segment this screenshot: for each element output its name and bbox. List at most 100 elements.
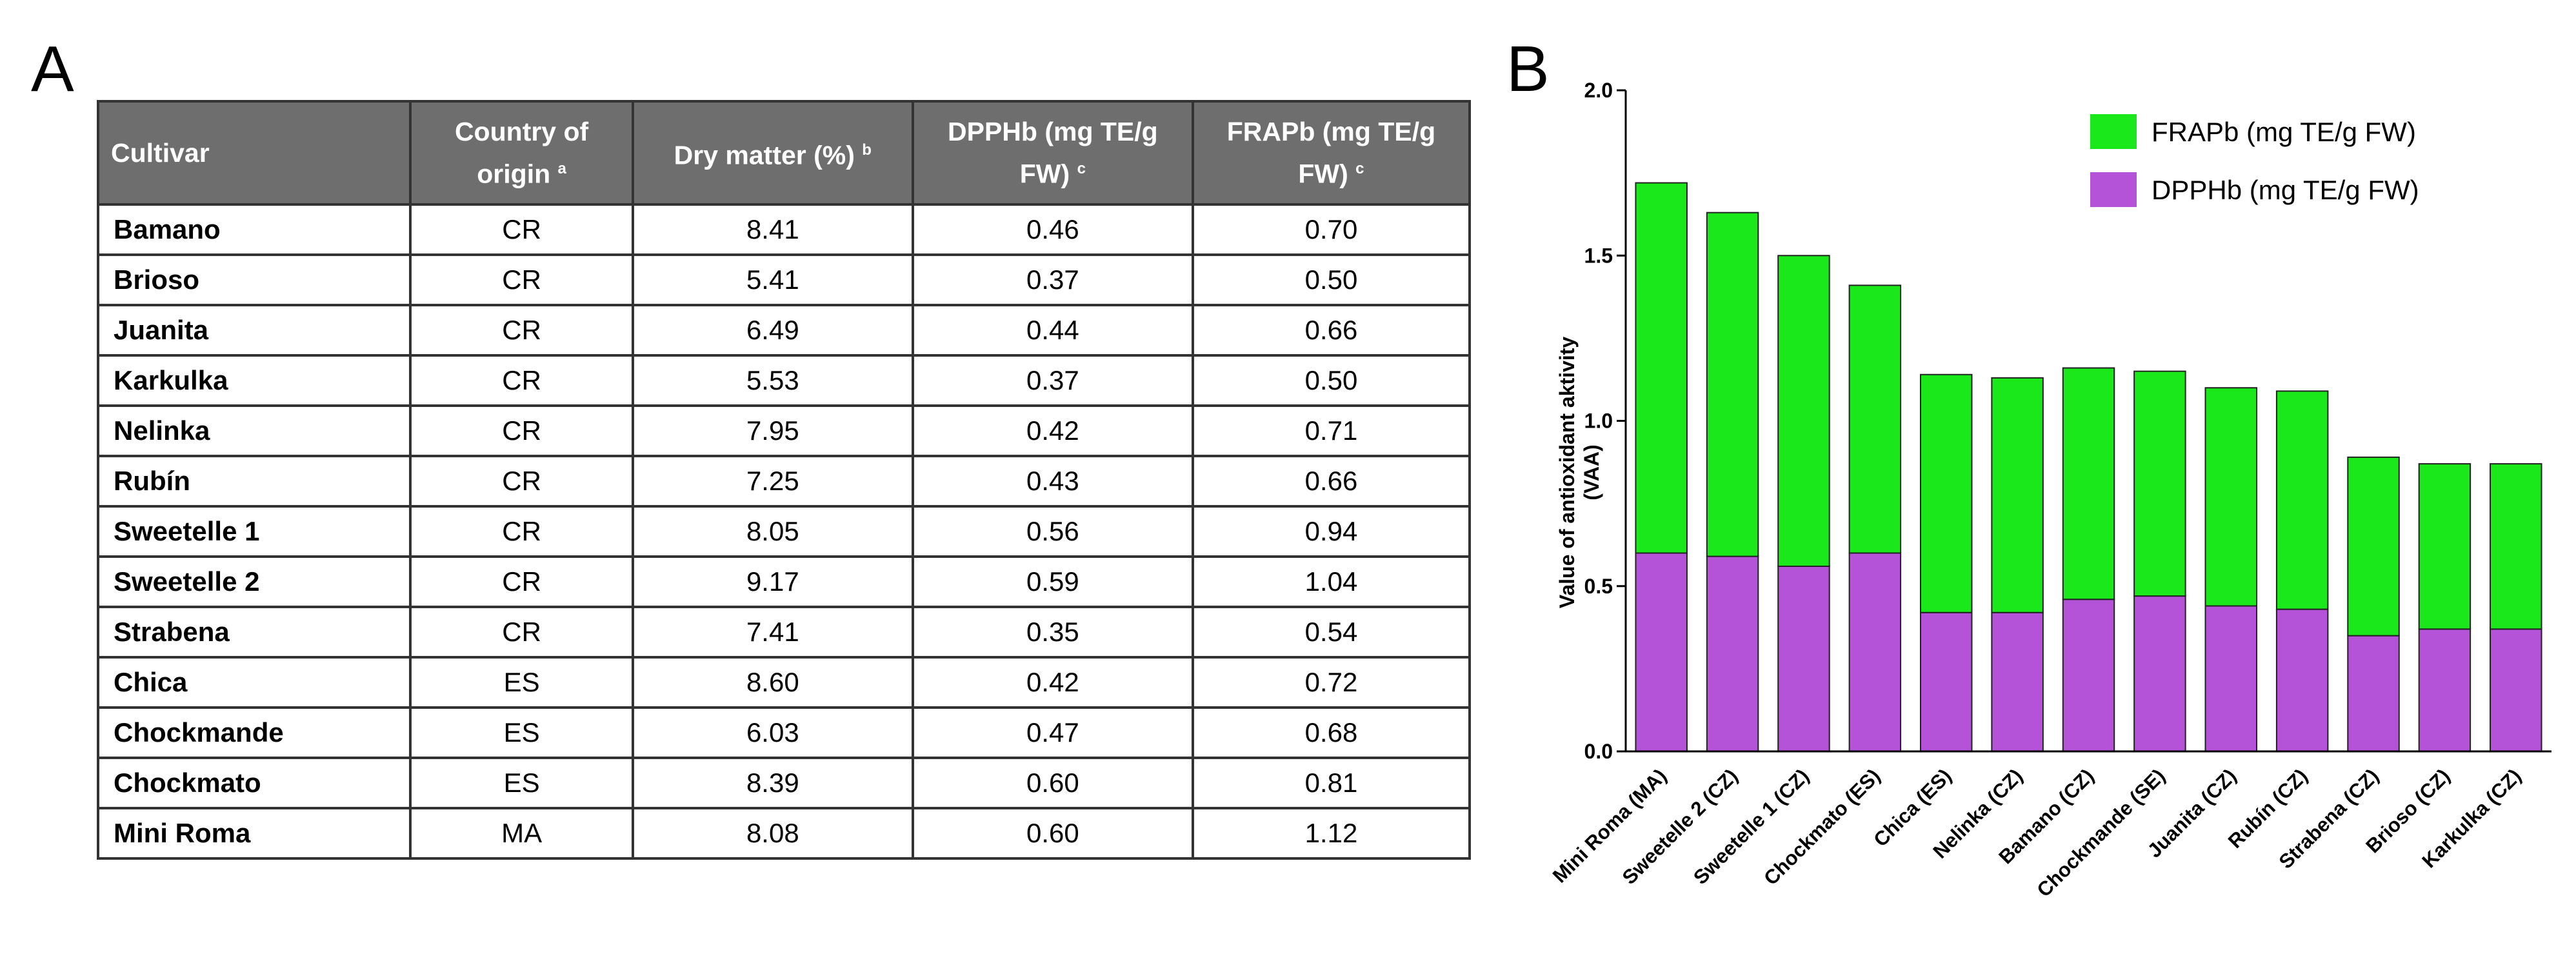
bar-dpph <box>1991 611 2044 752</box>
cell-dpph: 0.37 <box>911 354 1194 407</box>
legend-swatch-dpph <box>2090 172 2137 207</box>
table-row: Sweetelle 1 CR 8.05 0.56 0.94 <box>96 505 1472 558</box>
bar-frap <box>2490 463 2542 630</box>
cell-frap: 0.72 <box>1191 656 1472 709</box>
table-body: Bamano CR 8.41 0.46 0.70 Brioso CR 5.41 0.37 0.50… <box>96 203 1472 860</box>
cell-dpph: 0.46 <box>911 203 1194 256</box>
table-row: Sweetelle 2 CR 9.17 0.59 1.04 <box>96 555 1472 608</box>
cell-country: CR <box>409 304 634 357</box>
table-row: Strabena CR 7.41 0.35 0.54 <box>96 606 1472 659</box>
cell-frap: 0.66 <box>1191 304 1472 357</box>
cell-country: ES <box>409 656 634 709</box>
bar-dpph <box>2275 608 2329 752</box>
cell-country: CR <box>409 555 634 608</box>
bar-frap <box>1919 373 1973 613</box>
cell-dry-matter: 5.53 <box>631 354 914 407</box>
y-tick-label: 1.5 <box>1584 244 1613 267</box>
table-row: Chockmande ES 6.03 0.47 0.68 <box>96 706 1472 759</box>
header-dpph: DPPHb (mg TE/g FW) c <box>911 100 1194 206</box>
cell-cultivar: Chica <box>96 656 412 709</box>
cell-dry-matter: 6.03 <box>631 706 914 759</box>
table-row: Mini Roma MA 8.08 0.60 1.12 <box>96 807 1472 860</box>
bar-dpph <box>1635 552 1688 752</box>
bar-frap <box>1991 377 2044 613</box>
header-frap: FRAPb (mg TE/g FW) c <box>1191 100 1472 206</box>
panel-label-b: B <box>1506 33 1550 105</box>
y-axis-label: Value of antioxidant aktivity(VAA) <box>1555 337 1603 609</box>
bar-frap <box>1848 284 1902 554</box>
cell-country: CR <box>409 505 634 558</box>
cell-frap: 0.54 <box>1191 606 1472 659</box>
legend-swatch-frap <box>2090 114 2137 149</box>
bar-dpph <box>1919 611 1973 752</box>
cell-cultivar: Nelinka <box>96 404 412 457</box>
cell-cultivar: Sweetelle 2 <box>96 555 412 608</box>
table-row: Bamano CR 8.41 0.46 0.70 <box>96 203 1472 256</box>
cell-dry-matter: 8.05 <box>631 505 914 558</box>
cell-frap: 1.04 <box>1191 555 1472 608</box>
y-tick-label: 2.0 <box>1584 79 1613 102</box>
header-dry-matter-sup: b <box>862 141 872 159</box>
header-dpph-sup: c <box>1077 160 1086 178</box>
header-frap-sup: c <box>1355 160 1364 178</box>
cell-dpph: 0.56 <box>911 505 1194 558</box>
bar-dpph <box>2062 599 2115 752</box>
cell-dry-matter: 8.39 <box>631 757 914 809</box>
header-cultivar: Cultivar <box>96 100 412 206</box>
cell-dry-matter: 6.49 <box>631 304 914 357</box>
y-tick-label: 0.5 <box>1584 575 1613 598</box>
cell-dry-matter: 8.08 <box>631 807 914 860</box>
bar-dpph <box>2204 605 2258 752</box>
cell-dpph: 0.43 <box>911 455 1194 508</box>
cell-dpph: 0.59 <box>911 555 1194 608</box>
cell-dpph: 0.47 <box>911 706 1194 759</box>
cell-country: ES <box>409 757 634 809</box>
header-country-sup: a <box>557 160 566 178</box>
legend-label-frap: FRAPb (mg TE/g FW) <box>2152 117 2416 147</box>
cell-frap: 0.70 <box>1191 203 1472 256</box>
table-row: Nelinka CR 7.95 0.42 0.71 <box>96 404 1472 457</box>
cell-cultivar: Strabena <box>96 606 412 659</box>
bar-dpph <box>2418 628 2471 752</box>
cell-dpph: 0.60 <box>911 807 1194 860</box>
bar-dpph <box>2490 628 2542 752</box>
y-tick-label: 0.0 <box>1584 740 1613 763</box>
bar-dpph <box>1706 555 1759 752</box>
cell-frap: 0.68 <box>1191 706 1472 759</box>
table-row: Brioso CR 5.41 0.37 0.50 <box>96 253 1472 306</box>
panel-label-a: A <box>31 33 74 105</box>
table-row: Chockmato ES 8.39 0.60 0.81 <box>96 757 1472 809</box>
bar-frap <box>2347 456 2400 637</box>
cell-dpph: 0.42 <box>911 404 1194 457</box>
bar-frap <box>2275 390 2329 610</box>
cell-frap: 0.50 <box>1191 253 1472 306</box>
cell-dry-matter: 8.60 <box>631 656 914 709</box>
bar-frap <box>2062 367 2115 600</box>
header-dry-matter: Dry matter (%) b <box>631 100 914 206</box>
table-row: Rubín CR 7.25 0.43 0.66 <box>96 455 1472 508</box>
header-country: Country of origin a <box>409 100 634 206</box>
table-header-row: Cultivar Country of origin a Dry matter … <box>96 100 1472 206</box>
cell-cultivar: Chockmande <box>96 706 412 759</box>
cell-country: CR <box>409 253 634 306</box>
cell-country: CR <box>409 354 634 407</box>
cell-dpph: 0.42 <box>911 656 1194 709</box>
cell-dry-matter: 9.17 <box>631 555 914 608</box>
table-row: Karkulka CR 5.53 0.37 0.50 <box>96 354 1472 407</box>
x-tick-label: Chockmande (SE) <box>2033 764 2170 901</box>
cell-frap: 0.71 <box>1191 404 1472 457</box>
cell-country: CR <box>409 404 634 457</box>
cell-dpph: 0.37 <box>911 253 1194 306</box>
cell-cultivar: Brioso <box>96 253 412 306</box>
bar-frap <box>2418 463 2471 630</box>
cell-cultivar: Bamano <box>96 203 412 256</box>
cell-cultivar: Juanita <box>96 304 412 357</box>
cell-frap: 0.81 <box>1191 757 1472 809</box>
cell-dpph: 0.60 <box>911 757 1194 809</box>
cell-frap: 0.66 <box>1191 455 1472 508</box>
table-row: Juanita CR 6.49 0.44 0.66 <box>96 304 1472 357</box>
bar-dpph <box>1848 552 1902 752</box>
cell-frap: 0.94 <box>1191 505 1472 558</box>
bar-dpph <box>2133 595 2186 752</box>
cell-country: CR <box>409 606 634 659</box>
